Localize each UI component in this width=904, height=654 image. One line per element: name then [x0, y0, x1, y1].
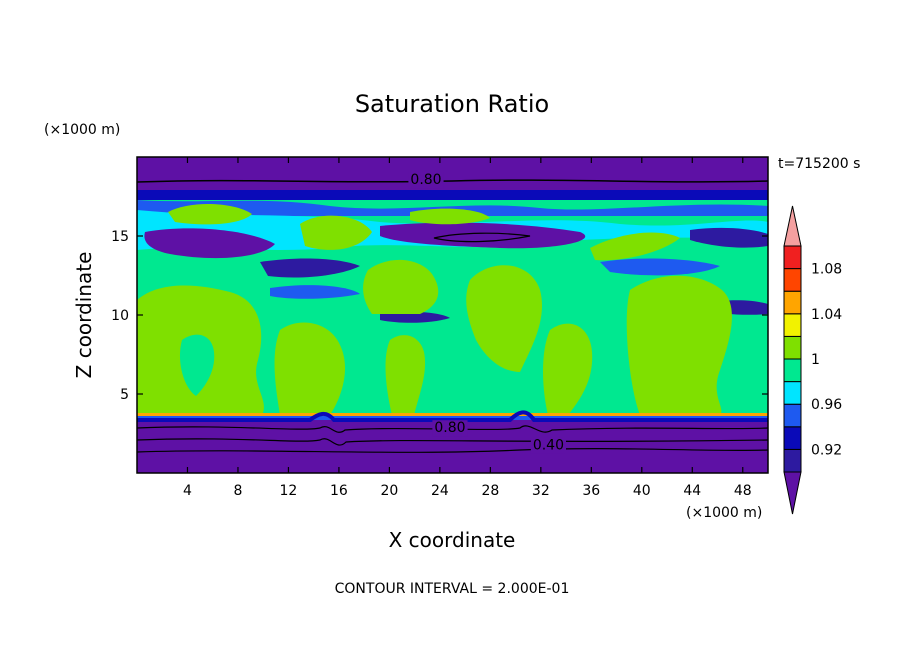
y-tick-label: 5 — [120, 387, 129, 403]
cloud-gap-1 — [179, 334, 215, 396]
cloud-green-2 — [300, 215, 372, 250]
band-upper-blue — [137, 190, 768, 200]
time-label: t=715200 s — [778, 156, 860, 172]
contour-label: 0.80 — [434, 420, 465, 436]
contour-line-lower-3 — [137, 447, 768, 453]
contour-line-upper — [137, 179, 768, 183]
colorbar-label: 1.08 — [811, 262, 842, 278]
cloud-green-7 — [363, 259, 439, 314]
colorbar-segment — [783, 426, 802, 450]
colorbar-segment — [783, 448, 802, 473]
x-tick-label: 24 — [431, 483, 449, 499]
x-tick-label: 4 — [183, 483, 192, 499]
cloud-green-6 — [274, 322, 346, 415]
x-tick-label: 20 — [380, 483, 398, 499]
band-upper-edge — [137, 200, 768, 216]
x-tick-label: 32 — [532, 483, 550, 499]
y-tick-label: 15 — [111, 229, 129, 245]
contour-label: 0.80 — [410, 172, 441, 188]
colorbar-segment — [783, 335, 802, 360]
x-tick-label: 16 — [330, 483, 348, 499]
y-axis-title: Z coordinate — [72, 252, 96, 379]
x-axis-title: X coordinate — [389, 528, 516, 552]
contour-labels: 0.80 0.80 0.40 — [408, 172, 566, 454]
colorbar-segment — [783, 268, 802, 292]
contour-label-bg — [530, 437, 566, 454]
colorbar-segment — [783, 313, 802, 337]
colorbar-segment — [783, 358, 802, 383]
surface-bumps — [137, 410, 768, 422]
blob-blue-2 — [270, 285, 360, 299]
chart-title: Saturation Ratio — [355, 90, 549, 118]
x-tick-label: 44 — [683, 483, 701, 499]
cloud-green-3 — [410, 208, 490, 225]
blob-purple-4 — [690, 227, 768, 248]
blob-blue-1 — [600, 258, 720, 276]
colorbar: 1.08 1.04 1 0.96 0.92 — [783, 205, 842, 515]
x-tick-label: 48 — [734, 483, 752, 499]
blob-purple-3 — [260, 258, 360, 278]
contour-interval-note: CONTOUR INTERVAL = 2.000E-01 — [335, 581, 570, 597]
x-tick-label: 40 — [633, 483, 651, 499]
x-axis-ticks: 4 8 12 16 20 24 28 32 36 40 44 48 — [183, 157, 752, 499]
x-unit-label: (×1000 m) — [686, 505, 762, 521]
blob-purple-2 — [380, 222, 586, 249]
x-tick-label: 36 — [582, 483, 600, 499]
cloud-green-8 — [466, 265, 542, 372]
contour-line-upper-blob — [433, 232, 531, 243]
blob-purple-5 — [380, 311, 450, 323]
colorbar-label: 1 — [811, 352, 820, 368]
contour-label-bg — [408, 172, 444, 189]
contour-label: 0.40 — [533, 438, 564, 454]
cloud-green-9 — [543, 323, 593, 415]
x-tick-label: 8 — [233, 483, 242, 499]
colorbar-segment — [783, 403, 802, 428]
heatmap-field — [137, 157, 768, 473]
y-unit-label: (×1000 m) — [44, 122, 120, 138]
colorbar-label: 0.92 — [811, 442, 842, 458]
cloud-green-4 — [590, 232, 680, 261]
colorbar-label: 1.04 — [811, 307, 842, 323]
colorbar-max-arrow — [783, 205, 802, 247]
colorbar-segment — [783, 245, 802, 270]
cloud-green-10 — [626, 275, 732, 415]
x-tick-label: 12 — [280, 483, 298, 499]
colorbar-segment — [783, 290, 802, 315]
x-tick-label: 28 — [481, 483, 499, 499]
y-axis-ticks: 5 10 15 — [111, 229, 768, 403]
cloud-green-1 — [168, 203, 252, 225]
colorbar-label: 0.96 — [811, 397, 842, 413]
blob-purple-1 — [144, 228, 275, 259]
contour-label-bg — [432, 420, 468, 437]
y-tick-label: 10 — [111, 308, 129, 324]
colorbar-segment — [783, 381, 802, 405]
colorbar-min-arrow — [783, 471, 802, 515]
cloud-green-11 — [385, 335, 426, 415]
